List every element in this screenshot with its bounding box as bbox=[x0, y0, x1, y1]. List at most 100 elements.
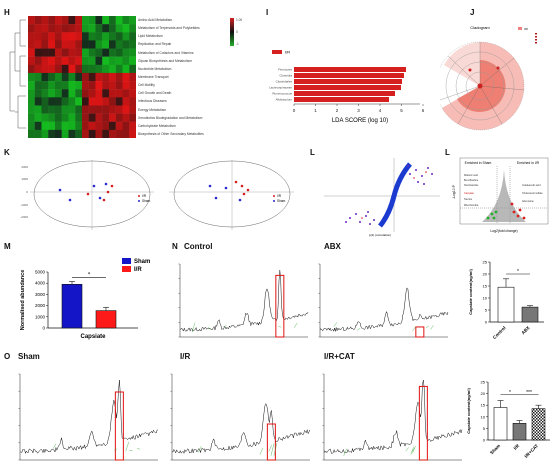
y-tick-label: 2000 bbox=[35, 303, 46, 308]
heatmap-cell bbox=[82, 121, 89, 131]
heatmap-cell bbox=[122, 105, 130, 114]
heatmap-dendrogram bbox=[9, 19, 26, 129]
heatmap-cell bbox=[122, 129, 130, 138]
heatmap-row-label: Glycan Biosynthesis and Metabolism bbox=[138, 58, 192, 63]
y-tick-label: 0 bbox=[42, 326, 45, 331]
heatmap-cell bbox=[48, 89, 56, 98]
heatmap-cell bbox=[122, 64, 130, 74]
category-label: Sham bbox=[489, 443, 501, 455]
heatmap-cell bbox=[68, 40, 76, 49]
heatmap-cell bbox=[75, 97, 83, 106]
svg-text:Allobaculum: Allobaculum bbox=[276, 98, 293, 102]
heatmap-cell bbox=[41, 113, 49, 122]
heatmap-cell bbox=[61, 89, 69, 98]
heatmap-cell bbox=[34, 129, 42, 138]
cladogram-chart: Cladogram I/R bbox=[440, 25, 537, 131]
heatmap-row-label: Xenobiotics Biodegradation and Metabolis… bbox=[138, 115, 203, 120]
legend-label: I/R bbox=[134, 267, 142, 273]
heatmap-cell bbox=[102, 32, 110, 41]
heatmap-cell bbox=[68, 16, 76, 25]
heatmap-cell bbox=[28, 81, 35, 90]
category-label: I/R bbox=[513, 443, 521, 451]
svg-text:Mitochondria: Mitochondria bbox=[464, 204, 479, 207]
heatmap-cell bbox=[109, 40, 116, 49]
heatmap-cell bbox=[61, 97, 69, 106]
pca-plot-2: I/R Sham bbox=[169, 160, 294, 230]
y-tick-label: 5 bbox=[483, 426, 486, 431]
heatmap-row-label: Infectious Diseases bbox=[138, 99, 167, 104]
heatmap-cell bbox=[55, 113, 62, 122]
heatmap-cell bbox=[82, 113, 89, 122]
heatmap-cell bbox=[75, 105, 83, 114]
svg-text:-2000: -2000 bbox=[20, 215, 28, 219]
heatmap-cell bbox=[55, 40, 62, 49]
scale-mid: 0 bbox=[236, 30, 238, 34]
heatmap-cell bbox=[61, 56, 69, 65]
heatmap-cell bbox=[115, 40, 123, 49]
heatmap-cell bbox=[115, 105, 123, 114]
heatmap-cell bbox=[41, 16, 49, 25]
heatmap-cell bbox=[122, 89, 130, 98]
y-tick-label: 0 bbox=[485, 320, 488, 325]
heatmap-cell bbox=[28, 105, 35, 114]
lda-legend: I/R bbox=[285, 50, 290, 55]
heatmap-cell bbox=[34, 89, 42, 98]
volcano-plot: Enriched in Sham Enriched in I/R Malonic… bbox=[452, 157, 549, 233]
heatmap-cell bbox=[41, 40, 49, 49]
heatmap-cell bbox=[88, 113, 96, 122]
heatmap-cell bbox=[95, 48, 103, 57]
heatmap-cell bbox=[82, 48, 89, 57]
heatmap-cell bbox=[48, 105, 56, 114]
heatmap-cell bbox=[82, 32, 89, 41]
heatmap-cell bbox=[34, 105, 42, 114]
heatmap-cell bbox=[55, 32, 62, 41]
heatmap-cell bbox=[95, 40, 103, 49]
heatmap-cell bbox=[41, 48, 49, 57]
heatmap-cell bbox=[34, 97, 42, 106]
heatmap-cell bbox=[102, 81, 110, 90]
panel-label: H bbox=[4, 8, 10, 17]
heatmap-cell bbox=[115, 121, 123, 131]
heatmap-cell bbox=[102, 72, 110, 82]
heatmap-cell bbox=[41, 121, 49, 131]
heatmap-cell bbox=[68, 113, 76, 122]
panel-j: J Cladogram I/R bbox=[440, 8, 552, 148]
heatmap-cell bbox=[82, 97, 89, 106]
bar-chart-n: 0 5 10 15 20 25 Capsiate content(ng/ml) Control… bbox=[468, 260, 544, 340]
heatmap-cell bbox=[61, 32, 69, 41]
y-tick-label: 1000 bbox=[35, 314, 46, 319]
scale-min: -1 bbox=[236, 42, 239, 46]
panel-l-splot: L p(1) (correlation) bbox=[310, 148, 450, 238]
svg-text:-1000: -1000 bbox=[20, 203, 28, 207]
heatmap-cell bbox=[122, 81, 130, 90]
heatmap-cell bbox=[48, 81, 56, 90]
heatmap-cell bbox=[82, 72, 89, 82]
heatmap-cell bbox=[102, 113, 110, 122]
heatmap-cell bbox=[61, 40, 69, 49]
heatmap-cell bbox=[61, 105, 69, 114]
heatmap-cell bbox=[122, 97, 130, 106]
heatmap-cell bbox=[102, 56, 110, 65]
panel-label: L bbox=[310, 148, 315, 157]
heatmap-cell bbox=[129, 113, 136, 122]
heatmap-cell bbox=[102, 89, 110, 98]
heatmap-cell bbox=[109, 121, 116, 131]
chromatogram-trace bbox=[323, 379, 463, 454]
svg-text:Adenosine: Adenosine bbox=[522, 200, 534, 203]
splot-xlabel: p(1) (correlation) bbox=[369, 233, 391, 237]
heatmap-cell bbox=[115, 24, 123, 33]
heatmap-cell bbox=[88, 24, 96, 33]
heatmap-row-label: Carbohydrate Metabolism bbox=[138, 123, 176, 128]
heatmap-cell bbox=[28, 56, 35, 65]
y-tick-label: 4000 bbox=[35, 281, 46, 286]
heatmap-cell bbox=[68, 81, 76, 90]
heatmap-cell bbox=[88, 121, 96, 131]
heatmap-row-label: Biosynthesis of Other Secondary Metaboli… bbox=[138, 131, 204, 136]
chromatogram-control bbox=[178, 263, 309, 338]
heatmap-cell bbox=[82, 16, 89, 25]
heatmap-cell bbox=[48, 64, 56, 74]
panel-label: N bbox=[172, 242, 178, 251]
heatmap-cell bbox=[122, 16, 130, 25]
panel-l-volcano: L Enriched in Sham Enriched in I/R Malon… bbox=[445, 148, 552, 238]
heatmap-cell bbox=[55, 89, 62, 98]
